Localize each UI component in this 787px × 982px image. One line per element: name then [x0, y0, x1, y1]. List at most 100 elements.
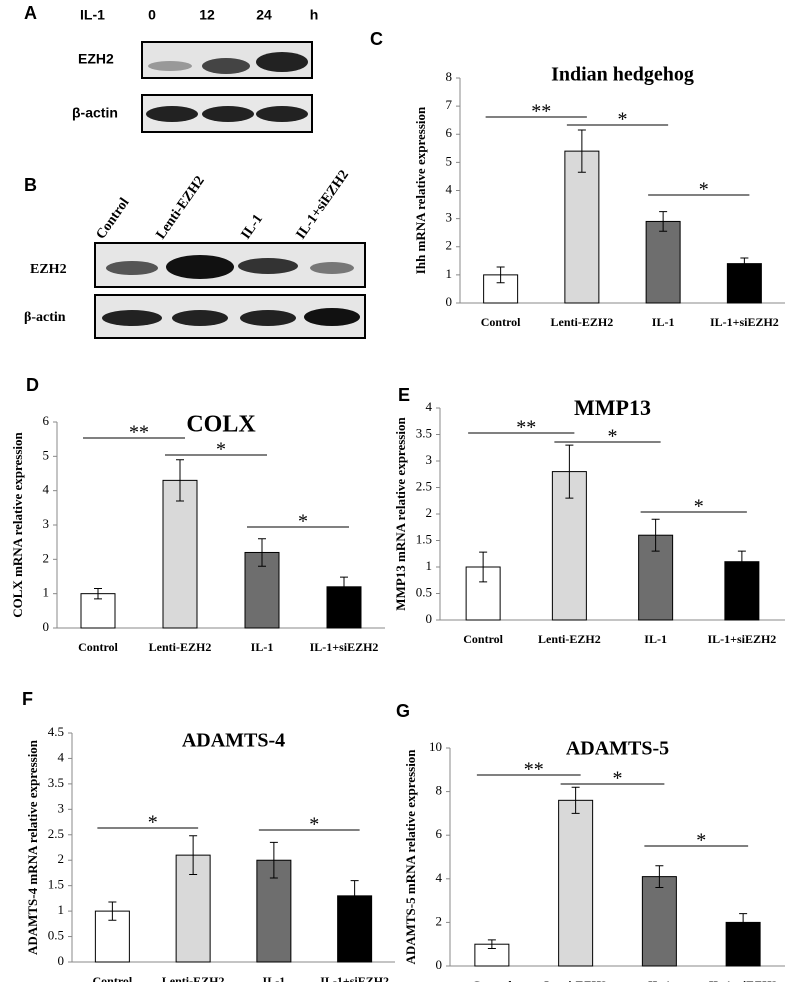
significance-label: *: [608, 426, 618, 448]
x-tick-label: IL-1: [648, 978, 671, 982]
y-tick-label: 8: [436, 783, 443, 798]
y-tick-label: 4: [446, 181, 453, 196]
y-tick-label: 4: [43, 482, 50, 497]
panel-letter: E: [398, 385, 410, 405]
y-tick-label: 4: [58, 749, 65, 764]
blot: [94, 242, 366, 339]
significance-label: *: [148, 812, 158, 834]
x-tick-label: IL-1+siEZH2: [320, 974, 389, 982]
x-tick-label: Control: [78, 640, 118, 654]
chart-title: COLX: [186, 412, 256, 438]
y-tick-label: 6: [436, 826, 443, 841]
error-bar: [577, 129, 586, 173]
bar: [645, 220, 681, 304]
significance-label: **: [516, 417, 536, 439]
error-bar: [487, 939, 496, 950]
lane-label: Lenti-EZH2: [154, 174, 208, 243]
significance-label: *: [613, 768, 623, 790]
y-tick-label: 2: [436, 913, 443, 928]
significance-label: *: [694, 496, 704, 518]
y-tick-label: 2.5: [416, 478, 432, 493]
blot: [141, 41, 313, 133]
panel-letter: B: [24, 175, 37, 195]
y-tick-label: 3: [58, 800, 65, 815]
significance-label: *: [216, 439, 226, 461]
y-tick-label: 10: [429, 739, 442, 754]
error-bar: [340, 576, 348, 597]
chart-title: ADAMTS-5: [566, 738, 669, 760]
bar: [564, 150, 600, 304]
error-bar: [258, 538, 266, 567]
y-axis-label: MMP13 mRNA relative expression: [393, 417, 408, 611]
bar: [726, 263, 762, 304]
y-tick-label: 2: [446, 238, 453, 253]
panel-letter: C: [370, 29, 383, 49]
y-tick-label: 8: [446, 69, 453, 84]
error-bar: [651, 518, 660, 552]
significance-label: *: [309, 814, 319, 836]
y-tick-label: 4: [436, 870, 443, 885]
y-tick-label: 1: [426, 558, 433, 573]
y-tick-label: 1: [58, 902, 65, 917]
y-tick-label: 0: [58, 953, 65, 968]
significance-label: *: [298, 511, 308, 533]
y-tick-label: 2: [426, 505, 433, 520]
y-tick-label: 6: [446, 125, 453, 140]
x-tick-label: Control: [92, 974, 132, 982]
y-tick-label: 3: [426, 452, 433, 467]
y-tick-label: 0: [43, 619, 50, 634]
y-tick-label: 3: [43, 516, 50, 531]
x-tick-label: Lenti-EZH2: [544, 978, 607, 982]
error-bar: [496, 266, 505, 284]
chart-title: MMP13: [574, 395, 651, 420]
error-bar: [176, 459, 184, 502]
bar: [94, 910, 130, 963]
x-tick-label: Control: [463, 632, 503, 646]
x-tick-label: IL-1+siEZH2: [310, 640, 379, 654]
panel-letter: D: [26, 375, 39, 395]
lane-label: IL-1: [239, 212, 266, 242]
y-tick-label: 2: [58, 851, 65, 866]
x-tick-label: IL-1+siEZH2: [709, 978, 778, 982]
error-bar: [269, 841, 278, 879]
x-tick-label: IL-1+siEZH2: [707, 632, 776, 646]
row-label: EZH2: [78, 51, 114, 67]
y-tick-label: 3.5: [416, 425, 432, 440]
timepoint: 24: [256, 7, 272, 23]
treatment-label: IL-1: [80, 7, 105, 23]
significance-label: *: [618, 109, 628, 131]
lane-label: Control: [94, 195, 133, 242]
x-tick-label: Lenti-EZH2: [149, 640, 212, 654]
y-tick-label: 1: [43, 585, 50, 600]
significance-label: *: [696, 830, 706, 852]
row-label: β-actin: [72, 105, 118, 121]
y-tick-label: 0.5: [416, 584, 432, 599]
x-tick-label: IL-1+siEZH2: [710, 315, 779, 329]
significance-label: **: [531, 101, 551, 123]
y-tick-label: 6: [43, 413, 50, 428]
x-tick-label: Lenti-EZH2: [538, 632, 601, 646]
y-tick-label: 1.5: [48, 877, 64, 892]
error-bar: [350, 880, 359, 912]
significance-label: **: [524, 759, 544, 781]
bar: [162, 479, 198, 629]
bar: [558, 799, 594, 967]
y-axis-label: COLX mRNA relative expression: [10, 431, 25, 617]
error-bar: [740, 257, 749, 270]
error-bar: [94, 588, 102, 600]
error-bar: [655, 865, 664, 889]
panel-letter: G: [396, 701, 410, 721]
y-tick-label: 2.5: [48, 826, 64, 841]
y-tick-label: 0: [426, 611, 433, 626]
error-bar: [739, 913, 748, 932]
y-tick-label: 3: [446, 210, 453, 225]
y-tick-label: 1: [446, 266, 453, 281]
y-tick-label: 4: [426, 399, 433, 414]
y-tick-label: 7: [446, 97, 453, 112]
y-tick-label: 0: [446, 294, 453, 309]
x-tick-label: IL-1: [644, 632, 667, 646]
significance-label: **: [129, 422, 149, 444]
error-bar: [189, 835, 198, 875]
y-tick-label: 4.5: [48, 724, 64, 739]
